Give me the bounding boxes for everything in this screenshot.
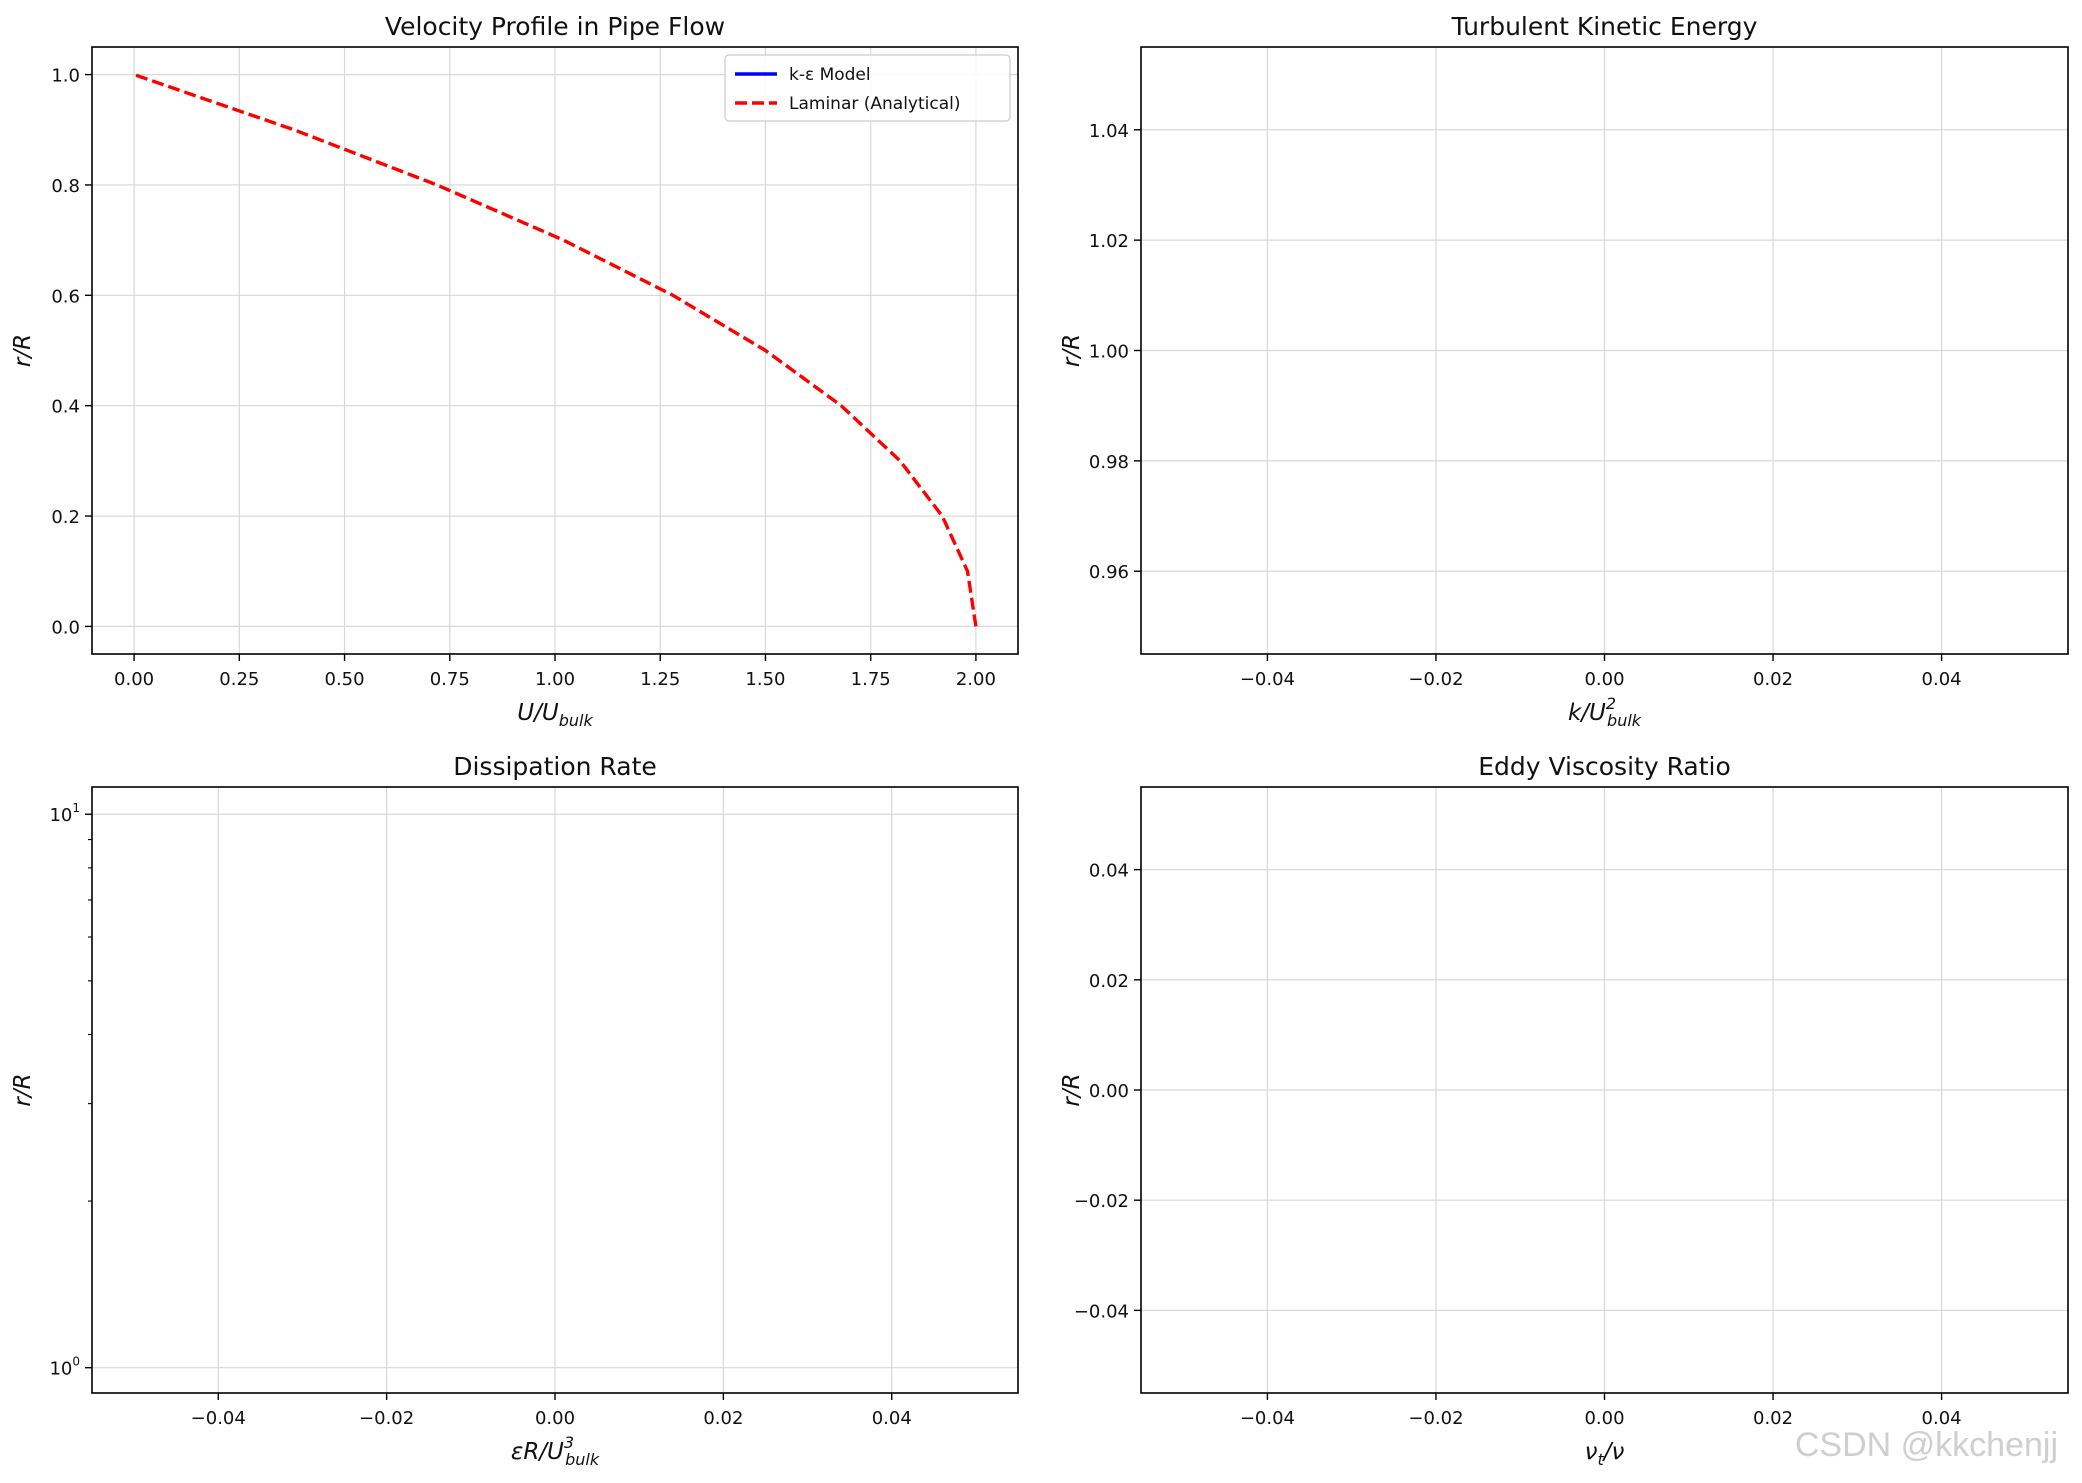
y-tick-label: 0.96 <box>1089 562 1129 583</box>
axes-frame <box>91 786 1019 1394</box>
panel-title: Velocity Profile in Pipe Flow <box>385 12 725 41</box>
legend-label: Laminar (Analytical) <box>789 94 961 114</box>
x-tick-label: 0.02 <box>1753 669 1793 690</box>
x-tick-label: 1.25 <box>640 669 680 690</box>
x-tick-label: −0.04 <box>1240 1408 1295 1429</box>
panel-3: −0.04 −0.02 0.00 0.02 0.04 100 101 Dissipation … <box>10 752 1019 1469</box>
y-axis-label: r/R <box>10 1073 36 1106</box>
panel-title: Eddy Viscosity Ratio <box>1478 752 1731 781</box>
x-axis-label: νt/ν <box>1585 1439 1625 1469</box>
x-tick-label: −0.04 <box>1240 669 1295 690</box>
x-tick-label: 0.75 <box>430 669 470 690</box>
y-tick-label: 0.98 <box>1089 452 1129 473</box>
y-tick-label: 0.4 <box>51 397 80 418</box>
legend-label: k-ε Model <box>789 65 871 85</box>
y-tick-label: 1.04 <box>1089 121 1129 142</box>
y-tick-label: 100 <box>49 1355 80 1380</box>
x-tick-label: 0.00 <box>114 669 154 690</box>
x-tick-label: −0.02 <box>1408 669 1463 690</box>
y-tick-label: 101 <box>49 801 80 826</box>
legend: k-ε Model Laminar (Analytical) <box>724 54 1011 122</box>
y-tick-label: 0.00 <box>1089 1081 1129 1102</box>
panel-2: −0.04 −0.02 0.00 0.02 0.04 0.96 0.98 1.00 1.02 1.… <box>1059 12 2069 730</box>
x-axis-label: U/Ubulk <box>517 700 593 730</box>
x-tick-label: 0.02 <box>1753 1408 1793 1429</box>
x-tick-label: 1.00 <box>535 669 575 690</box>
y-tick-label: 1.02 <box>1089 231 1129 252</box>
y-tick-label: 1.0 <box>51 66 80 87</box>
x-tick-label: −0.02 <box>359 1408 414 1429</box>
x-tick-label: 0.02 <box>703 1408 743 1429</box>
panel-title: Turbulent Kinetic Energy <box>1451 12 1758 41</box>
x-tick-label: 0.04 <box>1922 669 1962 690</box>
panel-4: −0.04 −0.02 0.00 0.02 0.04 −0.04 −0.02 0.00 0.02… <box>1059 752 2069 1469</box>
x-tick-label: 1.75 <box>851 669 891 690</box>
y-tick-label: 0.6 <box>51 286 80 307</box>
axes-frame <box>1140 46 2069 655</box>
x-tick-label: 0.00 <box>1584 669 1624 690</box>
x-tick-label: 0.04 <box>1922 1408 1962 1429</box>
axes-frame <box>1140 786 2069 1394</box>
y-tick-label: 1.00 <box>1089 342 1129 363</box>
x-tick-label: 0.50 <box>325 669 365 690</box>
axes-frame <box>91 46 1019 655</box>
x-tick-label: −0.02 <box>1408 1408 1463 1429</box>
panel-title: Dissipation Rate <box>453 752 657 781</box>
x-tick-label: 1.50 <box>745 669 785 690</box>
x-axis-label: k/U2 bulk <box>1568 694 1642 730</box>
x-tick-label: 0.04 <box>872 1408 912 1429</box>
y-tick-label: −0.02 <box>1074 1191 1129 1212</box>
y-tick-label: −0.04 <box>1074 1301 1129 1322</box>
y-tick-label: 0.02 <box>1089 971 1129 992</box>
panel-1: 0.00 0.25 0.50 0.75 1.00 1.25 1.50 1.75 2.00 0.0 0… <box>10 12 1019 730</box>
y-tick-label: 0.2 <box>51 507 80 528</box>
y-axis-label: r/R <box>1059 1073 1085 1106</box>
x-tick-label: −0.04 <box>191 1408 246 1429</box>
y-axis-label: r/R <box>10 334 36 367</box>
series-line <box>133 72 978 627</box>
x-axis-label: εR/U3 bulk <box>511 1433 600 1469</box>
y-axis-label: r/R <box>1059 334 1085 367</box>
x-tick-label: 0.25 <box>219 669 259 690</box>
legend-box <box>724 54 1011 122</box>
x-tick-label: 0.00 <box>1584 1408 1624 1429</box>
watermark: CSDN @kkchenjj <box>1794 1426 2058 1464</box>
x-tick-label: 2.00 <box>956 669 996 690</box>
x-tick-label: 0.00 <box>535 1408 575 1429</box>
y-tick-label: 0.0 <box>51 617 80 638</box>
y-tick-label: 0.8 <box>51 176 80 197</box>
y-tick-label: 0.04 <box>1089 861 1129 882</box>
